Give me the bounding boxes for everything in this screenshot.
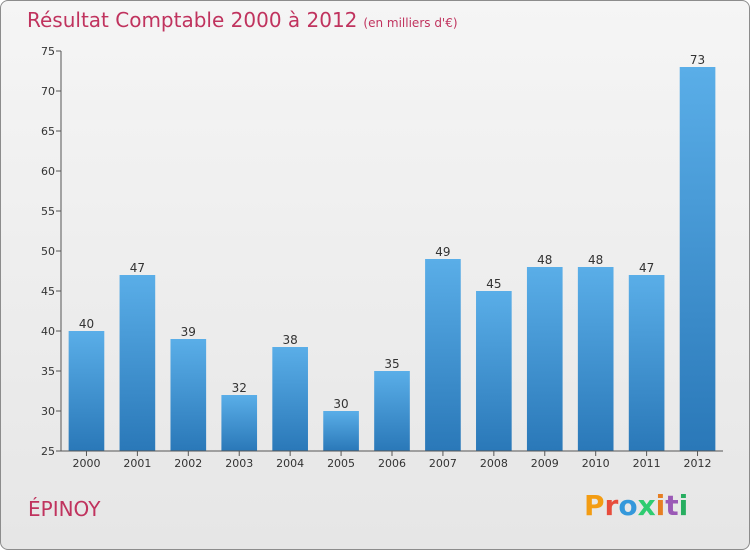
y-tick-label: 65 — [41, 125, 55, 138]
proxiti-logo: Proxiti — [584, 489, 688, 522]
data-label-2012: 73 — [690, 53, 705, 67]
location-name: ÉPINOY — [28, 497, 101, 521]
data-label-2007: 49 — [435, 245, 450, 259]
data-label-2004: 38 — [283, 333, 298, 347]
data-label-2003: 32 — [232, 381, 247, 395]
y-tick-label: 55 — [41, 205, 55, 218]
data-label-2010: 48 — [588, 253, 603, 267]
logo-letter: i — [655, 489, 666, 522]
bar-2006 — [374, 371, 410, 451]
bar-2010 — [577, 267, 614, 451]
data-label-2006: 35 — [384, 357, 399, 371]
bar-2008 — [476, 291, 512, 451]
y-tick-label: 30 — [41, 405, 55, 418]
y-tick-label: 50 — [41, 245, 55, 258]
x-tick-label-2012: 2012 — [684, 457, 712, 470]
bar-2007 — [425, 259, 461, 451]
bar-2004 — [272, 347, 308, 451]
bar-2000 — [68, 331, 105, 451]
x-tick-label-2000: 2000 — [72, 457, 100, 470]
x-tick-label-2008: 2008 — [480, 457, 508, 470]
data-label-2009: 48 — [537, 253, 552, 267]
logo-letter: t — [665, 489, 679, 522]
logo-letter: x — [637, 489, 656, 522]
x-tick-label-2007: 2007 — [429, 457, 457, 470]
x-tick-label-2003: 2003 — [225, 457, 253, 470]
y-tick-label: 75 — [41, 45, 55, 58]
x-axis: 2000 2001 2002 2003 2004 2005 2006 2007 2008 2009… — [61, 450, 723, 470]
logo-letter: o — [618, 489, 638, 522]
x-tick-label-2010: 2010 — [582, 457, 610, 470]
chart-subtitle: (en milliers d'€) — [363, 16, 458, 30]
bar-2003 — [221, 395, 258, 451]
title-text: Résultat Comptable 2000 à 2012 — [27, 8, 358, 32]
y-tick-label: 35 — [41, 365, 55, 378]
bar-2005 — [323, 411, 359, 451]
data-label-2005: 30 — [333, 397, 348, 411]
y-tick-label: 45 — [41, 285, 55, 298]
x-tick-label-2004: 2004 — [276, 457, 304, 470]
logo-letter: i — [678, 489, 689, 522]
bar-2011 — [628, 275, 665, 451]
bar-2012 — [679, 67, 716, 451]
data-label-2000: 40 — [79, 317, 94, 331]
x-tick-label-2001: 2001 — [123, 457, 151, 470]
chart-title: Résultat Comptable 2000 à 2012 (en millie… — [27, 8, 458, 32]
y-tick-label: 25 — [41, 445, 55, 458]
logo-letter: r — [604, 489, 619, 522]
bars: 40 47 39 32 38 30 35 49 45 48 48 47 73 — [68, 53, 716, 451]
x-tick-label-2002: 2002 — [174, 457, 202, 470]
y-tick-label: 40 — [41, 325, 55, 338]
x-tick-label-2011: 2011 — [633, 457, 661, 470]
bar-2009 — [526, 267, 563, 451]
x-tick-label-2006: 2006 — [378, 457, 406, 470]
y-tick-label: 70 — [41, 85, 55, 98]
data-label-2002: 39 — [181, 325, 196, 339]
data-label-2011: 47 — [639, 261, 654, 275]
data-label-2008: 45 — [486, 277, 501, 291]
x-tick-label-2009: 2009 — [531, 457, 559, 470]
bar-2001 — [119, 275, 156, 451]
y-axis: 25 30 35 40 45 50 55 60 65 70 75 — [41, 45, 62, 458]
x-tick-label-2005: 2005 — [327, 457, 355, 470]
data-label-2001: 47 — [130, 261, 145, 275]
y-tick-label: 60 — [41, 165, 55, 178]
bar-2002 — [170, 339, 207, 451]
logo-letter: P — [584, 489, 605, 522]
